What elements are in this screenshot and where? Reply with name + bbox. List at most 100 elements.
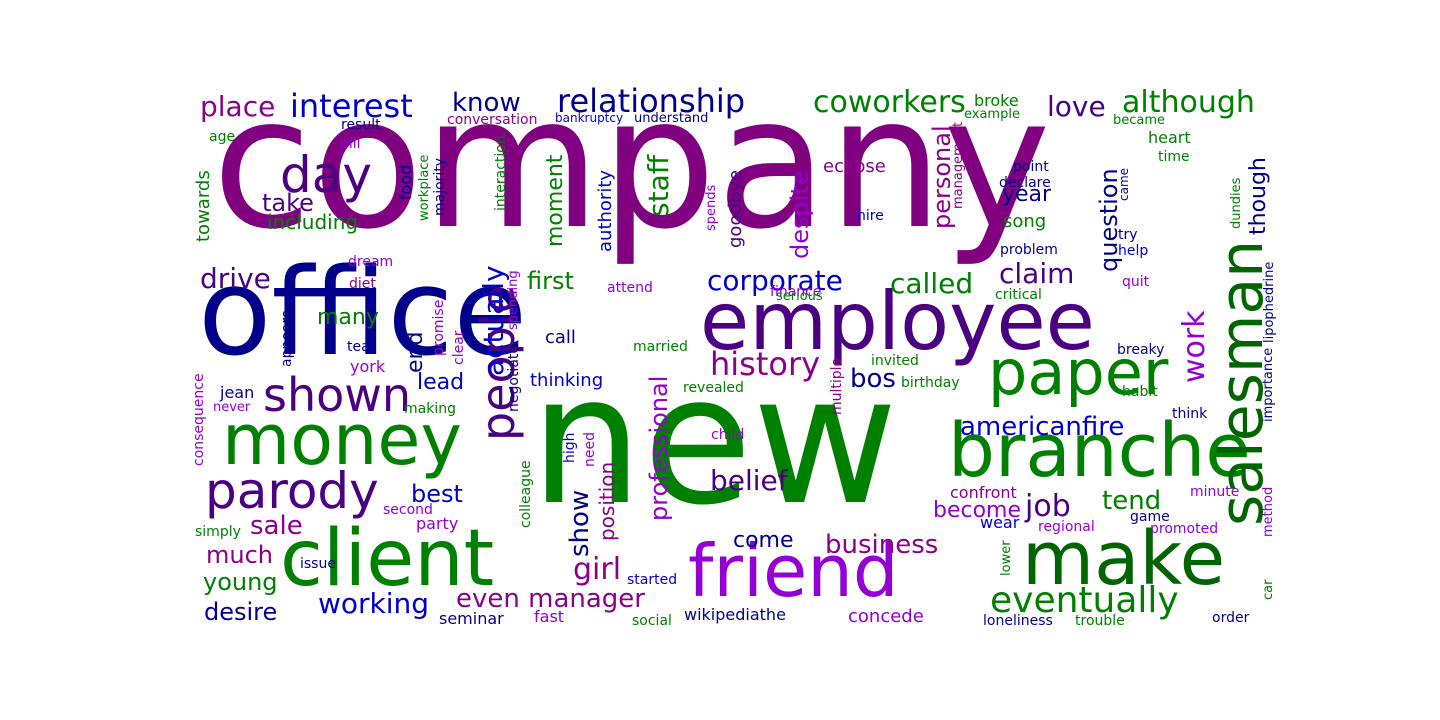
word-many: many <box>317 307 379 329</box>
word-negotiate: negotiate <box>507 345 521 412</box>
word-position: position <box>597 462 617 541</box>
word-much: much <box>206 543 273 567</box>
word-result: result <box>341 118 381 132</box>
word-simply: simply <box>195 525 241 539</box>
word-interaction: interaction <box>494 135 508 211</box>
word-bos: bos <box>850 366 896 392</box>
word-issue: issue <box>300 557 336 571</box>
word-though: though <box>1248 157 1270 235</box>
word-parody: parody <box>205 466 379 516</box>
word-job: job <box>1025 492 1071 522</box>
word-appears: appears <box>280 310 294 367</box>
word-fast: fast <box>534 609 564 625</box>
word-regional: regional <box>1038 520 1095 534</box>
word-method: method <box>1262 487 1275 537</box>
word-majority: majority <box>433 158 447 216</box>
word-trouble: trouble <box>1075 614 1125 628</box>
word-workplace: workplace <box>418 155 431 221</box>
word-promise: promise <box>432 300 446 356</box>
word-social: social <box>632 614 672 628</box>
word-authority: authority <box>597 170 615 252</box>
word-history: history <box>710 348 820 380</box>
word-dream: dream <box>348 255 393 269</box>
word-york: york <box>350 359 385 375</box>
word-working: working <box>318 590 429 618</box>
word-dundies: dundies <box>1230 178 1243 229</box>
word-seminar: seminar <box>439 611 504 627</box>
word-end: end <box>405 332 427 373</box>
word-goodbye: goodbye <box>727 170 745 248</box>
word-revealed: revealed <box>683 381 744 395</box>
word-diet: diet <box>349 277 376 291</box>
word-problem: problem <box>1000 243 1058 257</box>
word-think: think <box>1172 407 1207 421</box>
word-song: song <box>1003 213 1046 231</box>
word-jean: jean <box>220 385 254 401</box>
word-came: came <box>1118 168 1130 201</box>
word-business: business <box>825 532 938 558</box>
word-first: first <box>527 269 574 293</box>
word-became: became <box>1113 114 1165 127</box>
word-food: food <box>398 165 414 200</box>
word-hire: hire <box>857 209 884 223</box>
word-order: order <box>1212 611 1249 625</box>
word-lead: lead <box>417 372 464 394</box>
word-birthday: birthday <box>901 376 960 390</box>
word-claim: claim <box>999 260 1074 288</box>
word-colleague: colleague <box>519 460 533 528</box>
word-thinking: thinking <box>530 372 603 390</box>
word-attend: attend <box>607 281 653 295</box>
word-clear: clear <box>452 330 466 365</box>
word-young: young <box>203 570 278 594</box>
word-breaky: breaky <box>1117 343 1164 357</box>
word-belief: belief <box>710 467 788 495</box>
word-heart: heart <box>1148 130 1191 146</box>
word-confront: confront <box>950 485 1017 501</box>
word-declare: declare <box>999 176 1051 190</box>
word-lower: lower <box>1000 540 1013 576</box>
word-show: show <box>567 490 593 557</box>
word-staff: staff <box>645 155 673 217</box>
word-despite: despite <box>788 170 812 259</box>
word-example: example <box>964 108 1020 121</box>
word-girl: girl <box>573 555 621 585</box>
word-loneliness: loneliness <box>983 614 1053 628</box>
word-desire: desire <box>204 600 277 624</box>
word-critical: critical <box>995 288 1042 302</box>
word-spends: spends <box>705 185 718 231</box>
word-sale: sale <box>250 513 303 539</box>
word-party: party <box>416 516 458 532</box>
word-consequence: consequence <box>192 373 206 466</box>
word-spending: spending <box>507 270 520 330</box>
word-americanfire: americanfire <box>960 414 1124 440</box>
word-age: age <box>209 130 235 144</box>
word-never: never <box>213 401 250 414</box>
word-professional: professional <box>647 376 671 521</box>
word-quit: quit <box>1122 275 1149 289</box>
word-tear: tear <box>347 340 375 354</box>
word-serious: serious <box>776 290 823 303</box>
word-child: child <box>711 428 744 442</box>
word-point: point <box>1013 160 1049 174</box>
word-call: call <box>545 329 576 347</box>
word-need: need <box>583 432 597 467</box>
word-called: called <box>890 270 973 298</box>
word-love: love <box>1047 93 1106 121</box>
word-multiple: multiple <box>830 358 844 415</box>
word-management: management <box>952 122 965 209</box>
word-wear: wear <box>980 515 1019 531</box>
word-habit: habit <box>1122 385 1158 399</box>
word-moment: moment <box>545 155 567 247</box>
word-started: started <box>627 573 677 587</box>
word-work: work <box>1180 310 1210 383</box>
word-conversation: conversation <box>447 113 537 127</box>
word-place: place <box>200 93 275 121</box>
word-towards: towards <box>195 170 213 242</box>
word-time: time <box>1158 150 1190 164</box>
word-come: come <box>733 530 794 552</box>
word-bankruptcy: bankruptcy <box>555 112 623 124</box>
word-married: married <box>633 340 688 354</box>
word-drive: drive <box>200 265 271 293</box>
word-eclipse: eclipse <box>823 158 886 176</box>
